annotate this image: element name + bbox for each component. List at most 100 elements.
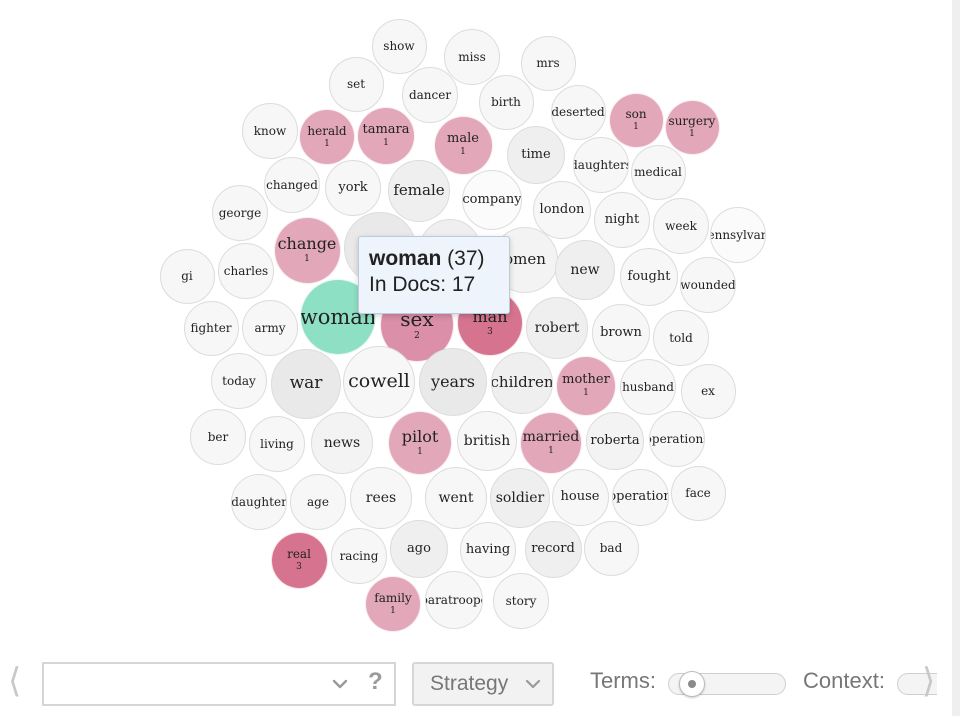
term-bubble-ennsylvan[interactable]: ennsylvan — [710, 207, 766, 263]
term-bubble-gi[interactable]: gi — [159, 248, 215, 304]
help-icon[interactable]: ? — [368, 668, 383, 695]
term-bubble-time[interactable]: time — [507, 126, 565, 184]
bubble-count: 1 — [583, 388, 589, 399]
term-bubble-war[interactable]: war — [271, 349, 341, 419]
bubble-term: york — [338, 180, 368, 196]
bubble-term: years — [431, 371, 475, 391]
term-bubble-operation[interactable]: operation — [611, 468, 669, 526]
term-bubble-children[interactable]: children — [491, 352, 553, 414]
term-bubble-set[interactable]: set — [328, 56, 384, 112]
scrollbar-track[interactable] — [952, 0, 960, 716]
term-bubble-dancer[interactable]: dancer — [402, 67, 458, 123]
bubble-term: daughters — [573, 157, 629, 172]
term-bubble-son[interactable]: son 1 — [608, 92, 664, 148]
term-bubble-daughters[interactable]: daughters — [573, 137, 629, 193]
bubble-term: charles — [223, 263, 269, 278]
strategy-button[interactable]: Strategy — [412, 662, 554, 706]
term-search-box[interactable]: ? — [42, 662, 396, 706]
term-bubble-rees[interactable]: rees — [350, 467, 412, 529]
bubble-term: company — [462, 192, 522, 208]
term-bubble-birth[interactable]: birth — [478, 74, 534, 130]
term-bubble-medical[interactable]: medical — [630, 144, 686, 200]
term-bubble-night[interactable]: night — [594, 192, 650, 248]
term-bubble-real[interactable]: real 3 — [270, 531, 328, 589]
term-bubble-paratroope[interactable]: paratroope — [425, 571, 483, 629]
term-bubble-cowell[interactable]: cowell — [343, 346, 415, 418]
term-bubble-wounded[interactable]: wounded — [680, 257, 736, 313]
term-bubble-change[interactable]: change 1 — [273, 216, 341, 284]
term-bubble-york[interactable]: york — [325, 160, 381, 216]
term-bubble-company[interactable]: company — [462, 170, 522, 230]
bubble-term: ber — [207, 429, 229, 444]
term-bubble-having[interactable]: having — [460, 522, 516, 578]
term-bubble-face[interactable]: face — [670, 465, 726, 521]
term-bubble-story[interactable]: story — [493, 573, 549, 629]
term-bubble-fought[interactable]: fought — [620, 248, 678, 306]
term-bubble-george[interactable]: george — [212, 185, 268, 241]
term-bubble-herald[interactable]: herald 1 — [299, 109, 355, 165]
term-bubble-changed[interactable]: changed — [264, 157, 320, 213]
term-bubble-week[interactable]: week — [653, 198, 709, 254]
term-bubble-brown[interactable]: brown — [592, 304, 650, 362]
term-bubble-show[interactable]: show — [371, 18, 427, 74]
term-bubble-daughter[interactable]: daughter — [231, 474, 287, 530]
terms-slider-thumb[interactable] — [679, 671, 705, 697]
term-bubble-told[interactable]: told — [653, 310, 709, 366]
term-bubble-years[interactable]: years — [419, 348, 487, 416]
term-bubble-deserted[interactable]: deserted — [550, 84, 606, 140]
term-bubble-british[interactable]: british — [457, 411, 517, 471]
term-bubble-husband[interactable]: husband — [620, 359, 676, 415]
context-slider[interactable] — [897, 673, 937, 695]
term-bubble-house[interactable]: house — [551, 468, 609, 526]
bubble-term: time — [521, 147, 551, 163]
term-bubble-family[interactable]: family 1 — [365, 576, 421, 632]
term-bubble-operations[interactable]: operations — [649, 411, 705, 467]
term-bubble-mother[interactable]: mother 1 — [556, 356, 616, 416]
term-bubble-record[interactable]: record — [524, 520, 582, 578]
bubble-term: robert — [534, 319, 580, 336]
term-bubble-ex[interactable]: ex — [680, 363, 736, 419]
term-bubble-went[interactable]: went — [425, 467, 487, 529]
term-bubble-mrs[interactable]: mrs — [520, 35, 576, 91]
term-bubble-racing[interactable]: racing — [331, 528, 387, 584]
term-bubble-today[interactable]: today — [211, 353, 267, 409]
bubble-term: living — [260, 436, 294, 451]
term-bubble-charles[interactable]: charles — [218, 243, 274, 299]
term-bubble-new[interactable]: new — [555, 240, 615, 300]
chevron-down-icon[interactable] — [330, 674, 350, 694]
bubble-term: fighter — [190, 320, 232, 335]
term-bubble-army[interactable]: army — [242, 300, 298, 356]
term-bubble-london[interactable]: london — [533, 181, 591, 239]
term-bubble-soldier[interactable]: soldier — [490, 468, 550, 528]
term-bubble-bad[interactable]: bad — [583, 520, 639, 576]
search-input[interactable] — [52, 672, 326, 698]
term-bubble-ago[interactable]: ago — [390, 520, 448, 578]
term-bubble-tamara[interactable]: tamara 1 — [357, 107, 415, 165]
chevron-down-icon — [525, 679, 541, 689]
tooltip-count: (37) — [441, 247, 485, 270]
term-bubble-age[interactable]: age — [290, 474, 346, 530]
bubble-term: children — [491, 373, 553, 392]
term-bubble-robert[interactable]: robert — [526, 297, 588, 359]
term-bubble-fighter[interactable]: fighter — [183, 300, 239, 356]
term-bubble-roberta[interactable]: roberta — [586, 412, 644, 470]
term-bubble-living[interactable]: living — [249, 416, 305, 472]
term-bubble-female[interactable]: female — [388, 160, 450, 222]
next-arrow-icon[interactable]: ⟩ — [922, 662, 936, 700]
bubble-term: night — [604, 212, 640, 228]
tooltip-term: woman — [369, 247, 442, 270]
bubble-term: gi — [181, 268, 193, 283]
bubble-term: war — [289, 373, 323, 394]
bubble-term: week — [665, 218, 697, 233]
term-bubble-ber[interactable]: ber — [190, 409, 246, 465]
term-bubble-know[interactable]: know — [242, 103, 298, 159]
term-bubble-married[interactable]: married 1 — [520, 412, 582, 474]
term-bubble-pilot[interactable]: pilot 1 — [388, 411, 452, 475]
term-bubble-male[interactable]: male 1 — [433, 115, 493, 175]
bubble-term: omen — [504, 250, 546, 269]
term-bubble-surgery[interactable]: surgery 1 — [664, 99, 720, 155]
term-bubble-news[interactable]: news — [311, 412, 373, 474]
term-bubble-miss[interactable]: miss — [444, 29, 500, 85]
prev-arrow-icon[interactable]: ⟨ — [8, 662, 22, 700]
terms-slider[interactable] — [668, 671, 786, 697]
